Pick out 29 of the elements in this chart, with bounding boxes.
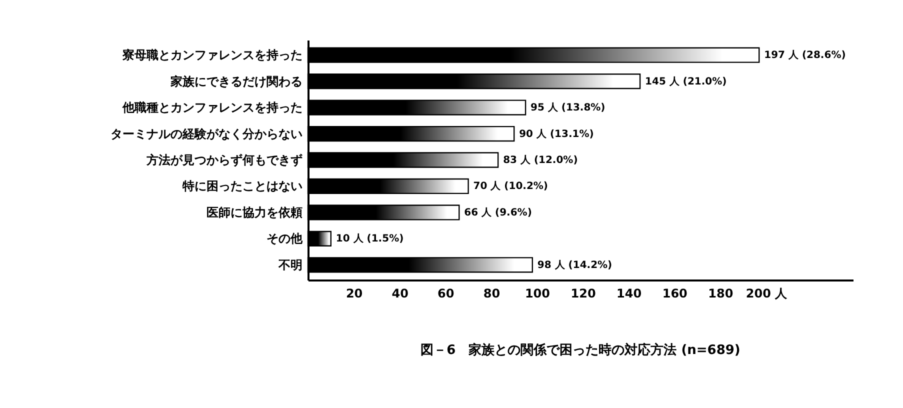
x-tick-label: 20 [346,286,363,300]
y-tick-label: 家族にできるだけ関わる [170,74,302,88]
y-tick-label: 医師に協力を依頼 [206,205,302,220]
x-tick-label: 140 [616,286,642,300]
data-label: 83 人 (12.0%) [503,154,578,166]
data-label: 66 人 (9.6%) [464,206,532,218]
y-tick-label: ターミナルの経験がなく分からない [110,126,302,141]
y-tick-label: 特に困ったことはない [182,179,302,194]
data-label: 90 人 (13.1%) [519,128,594,140]
data-label: 98 人 (14.2%) [537,258,612,271]
text: 図－6 家族との関係で困った時の対応方法 (n=689) [420,342,740,358]
y-tick-label: 方法が見つからず何もできず [146,153,302,167]
x-tick-label: 80 [483,286,500,300]
x-tick-label: 60 [438,286,454,300]
data-label: 70 人 (10.2%) [473,180,548,192]
data-label: 10 人 (1.5%) [336,232,404,245]
x-tick-label: 160 [662,286,688,300]
x-tick-label: 200 人 [746,286,788,300]
y-tick-label: 寮母職とカンファレンスを持った [122,48,302,62]
data-label: 95 人 (13.8%) [530,102,606,114]
y-tick-label: 他職種とカンファレンスを持った [122,100,302,115]
x-tick-label: 100 [524,286,550,300]
x-tick-label: 180 [708,286,734,300]
data-label: 145 人 (21.0%) [645,75,727,88]
y-tick-label: 不明 [278,258,302,272]
x-tick-label: 120 [570,286,596,300]
x-tick-label: 40 [392,286,408,300]
data-label: 197 人 (28.6%) [764,49,846,62]
y-tick-label: その他 [266,232,304,246]
